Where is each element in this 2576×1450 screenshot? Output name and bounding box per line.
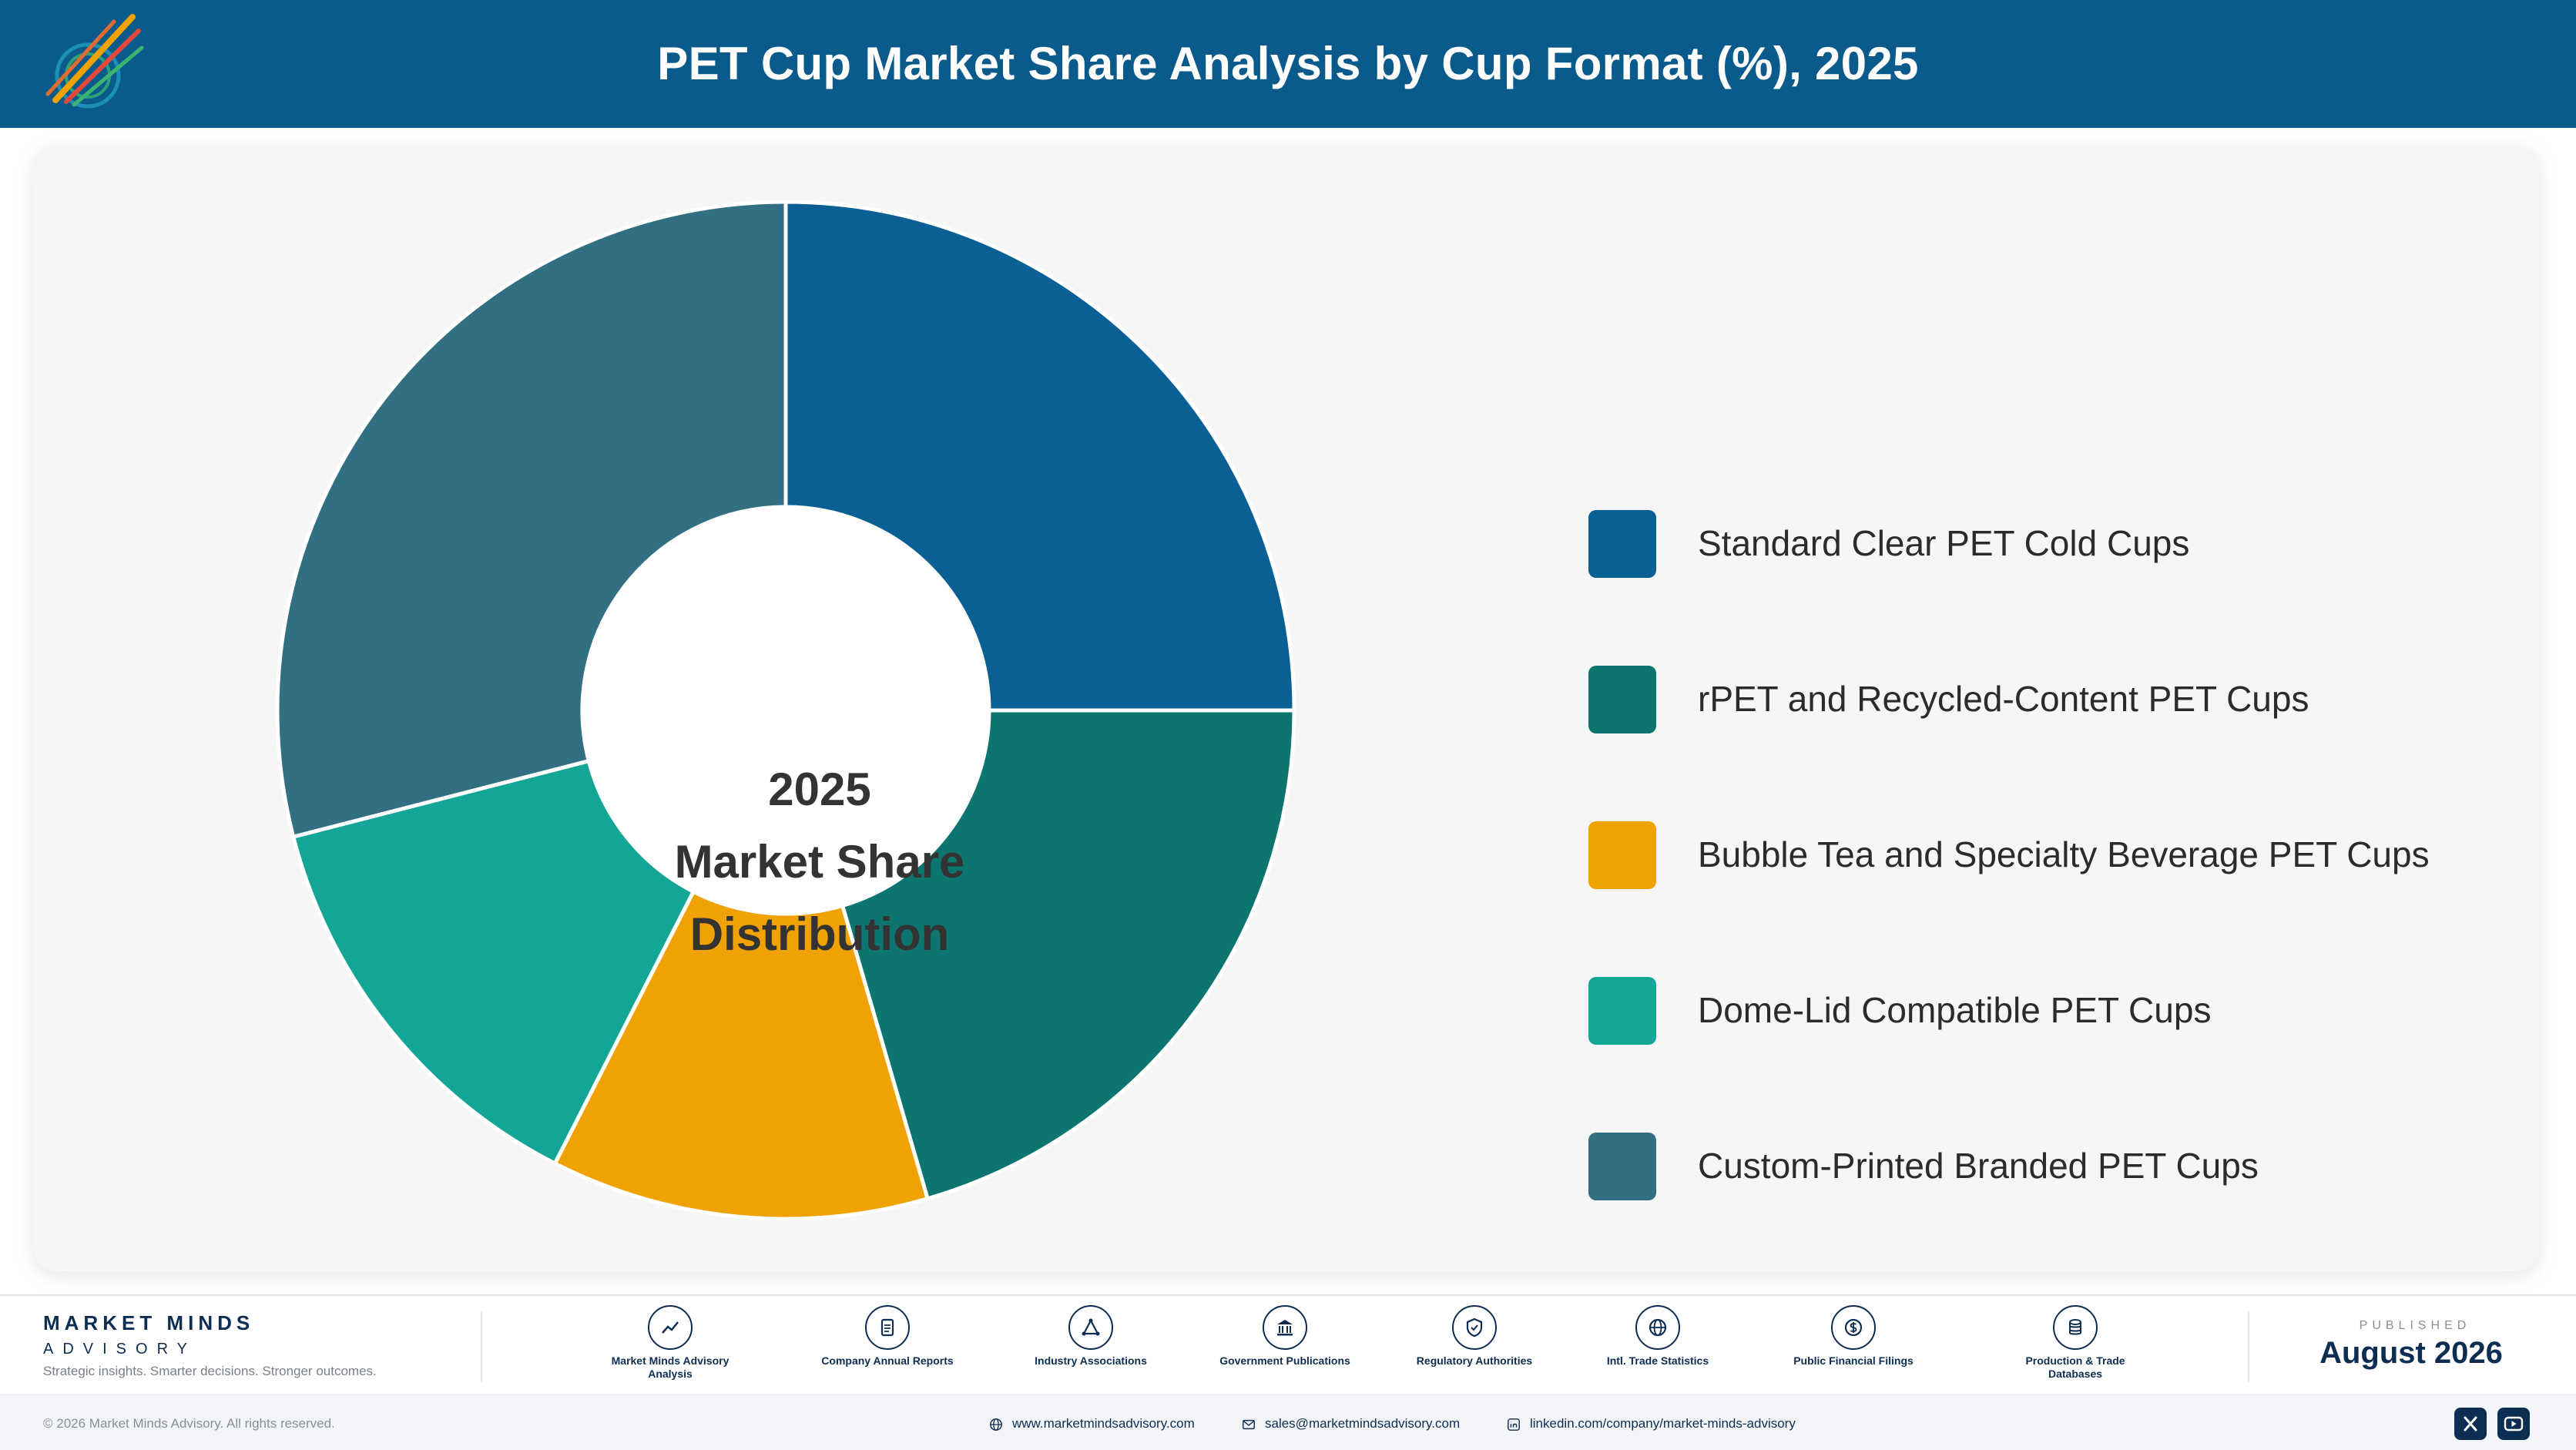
email-link[interactable]: sales@marketmindsadvisory.com: [1242, 1395, 1460, 1450]
network-icon: [1068, 1305, 1113, 1350]
legend-swatch: [1588, 1133, 1656, 1200]
legend-label: Custom-Printed Branded PET Cups: [1698, 1146, 2259, 1186]
linkedin-link[interactable]: linkedin.com/company/market-minds-adviso…: [1507, 1395, 1796, 1450]
donut-center-label: 2025 Market Share Distribution: [666, 754, 974, 971]
building-icon: [1263, 1305, 1307, 1350]
footer: MARKET MINDS ADVISORY Strategic insights…: [0, 1294, 2576, 1450]
x-icon[interactable]: [2454, 1408, 2487, 1440]
shield-icon: [1452, 1305, 1497, 1350]
center-label-line-3: Distribution: [689, 908, 950, 960]
market-minds-logo: [45, 14, 144, 109]
source-annual-reports: Company Annual Reports: [818, 1305, 957, 1368]
legend-item: Standard Clear PET Cold Cups: [1588, 509, 2513, 578]
source-financial-filings: Public Financial Filings: [1784, 1305, 1923, 1368]
footer-divider: [481, 1311, 482, 1382]
source-regulatory-authorities: Regulatory Authorities: [1405, 1305, 1544, 1368]
header-bar: PET Cup Market Share Analysis by Cup For…: [0, 0, 2576, 128]
legend-swatch: [1588, 510, 1656, 578]
published-label: PUBLISHED: [2359, 1319, 2471, 1332]
published-date: August 2026: [2319, 1336, 2503, 1370]
footer-divider: [2248, 1311, 2249, 1382]
copyright-text: © 2026 Market Minds Advisory. All rights…: [43, 1416, 335, 1431]
legend-item: Custom-Printed Branded PET Cups: [1588, 1131, 2513, 1200]
mail-icon: [1243, 1419, 1255, 1429]
source-label: Production & Trade Databases: [2025, 1354, 2125, 1380]
legend-swatch: [1588, 666, 1656, 733]
linkedin-icon: [1508, 1418, 1520, 1431]
legend-label: Standard Clear PET Cold Cups: [1698, 523, 2190, 563]
source-label: Public Financial Filings: [1793, 1354, 1914, 1367]
globe-icon: [990, 1418, 1002, 1431]
legend-item: Bubble Tea and Specialty Beverage PET Cu…: [1588, 820, 2513, 889]
source-label: Industry Associations: [1035, 1354, 1147, 1367]
website-link[interactable]: www.marketmindsadvisory.com: [989, 1395, 1195, 1450]
page-title: PET Cup Market Share Analysis by Cup For…: [657, 38, 1919, 89]
website-text: www.marketmindsadvisory.com: [1012, 1416, 1195, 1431]
legend-label: Dome-Lid Compatible PET Cups: [1698, 990, 2212, 1030]
brand-tagline: Strategic insights. Smarter decisions. S…: [43, 1364, 377, 1378]
brand-name: MARKET MINDS: [43, 1311, 255, 1334]
linkedin-text: linkedin.com/company/market-minds-adviso…: [1530, 1416, 1796, 1431]
globe-icon: [1635, 1305, 1680, 1350]
email-text: sales@marketmindsadvisory.com: [1265, 1416, 1461, 1431]
footer-bottom-bar: © 2026 Market Minds Advisory. All rights…: [0, 1395, 2576, 1450]
database-icon: [2053, 1305, 2098, 1350]
source-advisory-analysis: Market Minds Advisory Analysis: [601, 1305, 740, 1381]
source-label: Intl. Trade Statistics: [1606, 1354, 1709, 1367]
legend-swatch: [1588, 977, 1656, 1045]
source-trade-databases: Production & Trade Databases: [2006, 1305, 2145, 1381]
source-industry-associations: Industry Associations: [1021, 1305, 1160, 1368]
chart-card: 2025 Market Share Distribution Standard …: [34, 145, 2539, 1271]
dollar-icon: [1831, 1305, 1876, 1350]
donut-chart: [275, 200, 1296, 1221]
legend-swatch: [1588, 821, 1656, 889]
source-label: Market Minds Advisory Analysis: [611, 1354, 730, 1380]
source-government-publications: Government Publications: [1216, 1305, 1354, 1368]
legend-label: rPET and Recycled-Content PET Cups: [1698, 679, 2309, 719]
legend-label: Bubble Tea and Specialty Beverage PET Cu…: [1698, 834, 2430, 874]
center-label-line-2: Market Share: [674, 836, 965, 888]
source-label: Company Annual Reports: [821, 1354, 954, 1367]
legend-item: rPET and Recycled-Content PET Cups: [1588, 664, 2513, 733]
legend-item: Dome-Lid Compatible PET Cups: [1588, 975, 2513, 1045]
source-trade-statistics: Intl. Trade Statistics: [1588, 1305, 1727, 1368]
source-label: Regulatory Authorities: [1416, 1354, 1533, 1367]
donut-hole: [582, 507, 989, 914]
youtube-icon[interactable]: [2497, 1408, 2530, 1440]
chart-line-icon: [648, 1305, 693, 1350]
brand-subtitle: ADVISORY: [43, 1341, 196, 1358]
center-label-line-1: 2025: [768, 764, 871, 815]
source-label: Government Publications: [1219, 1354, 1350, 1367]
document-icon: [865, 1305, 910, 1350]
